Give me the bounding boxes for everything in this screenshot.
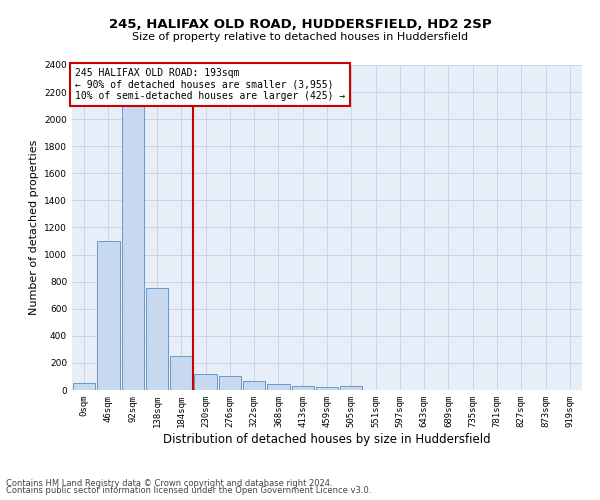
Bar (340, 386, 362, 390)
Bar (73, 383, 95, 390)
Bar (97, 241, 119, 390)
Text: Size of property relative to detached houses in Huddersfield: Size of property relative to detached ho… (132, 32, 468, 42)
Bar (316, 388, 338, 390)
Text: 245, HALIFAX OLD ROAD, HUDDERSFIELD, HD2 2SP: 245, HALIFAX OLD ROAD, HUDDERSFIELD, HD2… (109, 18, 491, 30)
Bar (292, 386, 314, 390)
Text: Contains public sector information licensed under the Open Government Licence v3: Contains public sector information licen… (6, 486, 371, 495)
Bar (146, 288, 168, 390)
Bar (267, 384, 290, 390)
Bar (170, 356, 193, 390)
Y-axis label: Number of detached properties: Number of detached properties (29, 140, 38, 315)
Bar (218, 376, 241, 390)
X-axis label: Distribution of detached houses by size in Huddersfield: Distribution of detached houses by size … (163, 432, 491, 446)
Bar (122, 92, 144, 390)
Bar (194, 374, 217, 390)
Text: Contains HM Land Registry data © Crown copyright and database right 2024.: Contains HM Land Registry data © Crown c… (6, 478, 332, 488)
Text: 245 HALIFAX OLD ROAD: 193sqm
← 90% of detached houses are smaller (3,955)
10% of: 245 HALIFAX OLD ROAD: 193sqm ← 90% of de… (74, 68, 345, 102)
Bar (243, 381, 265, 390)
